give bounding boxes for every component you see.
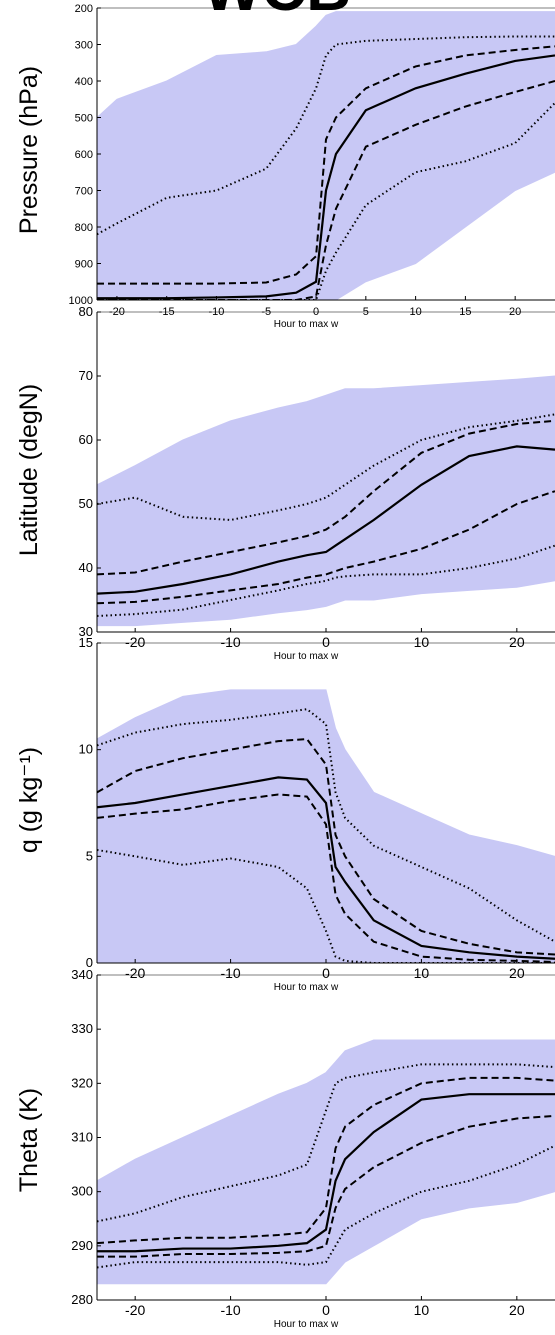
x-tick-label: 10 [414,634,430,650]
y-tick-label: 15 [79,635,93,650]
y-axis-label: Pressure (hPa) [15,66,43,234]
percentile-line [97,1144,555,1269]
y-tick-label: 5 [86,848,93,863]
y-tick-label: 290 [71,1238,93,1253]
trajectory-envelope [97,375,555,627]
y-tick-label: 900 [75,259,93,271]
trajectory-envelope [97,1039,555,1285]
panel: 0 5 10 15 -20 -10 0 10 20 Hour to max w q (g kg⁻¹) [15,635,555,993]
y-tick-label: 800 [75,222,93,234]
percentile-line [97,54,555,300]
panel: 30 40 50 60 70 80 -20 -10 0 10 20 Hour to max w Lati… [15,304,555,662]
plot-area [97,689,555,963]
percentile-line [97,776,555,960]
y-axis-label: Theta (K) [15,1088,43,1192]
y-tick-label: 1000 [69,295,93,307]
y-tick-label: 310 [71,1130,93,1145]
plot-area [97,375,555,627]
x-tick-label: 20 [509,634,525,650]
percentile-line [97,1114,555,1258]
y-tick-label: 280 [71,1292,93,1307]
percentile-line [97,102,555,300]
y-tick-label: 60 [79,432,93,447]
x-tick-label: -20 [125,634,145,650]
y-tick-label: 700 [75,186,93,198]
x-tick-label: 10 [414,1302,430,1318]
x-tick-label: 0 [322,965,330,981]
x-axis-label: Hour to max w [274,982,339,993]
y-tick-label: 70 [79,368,93,383]
x-tick-label: 0 [322,634,330,650]
percentile-line [97,490,555,605]
y-axis-label: Latitude (degN) [15,384,43,556]
plot-area [97,11,555,300]
y-tick-label: 400 [75,76,93,88]
y-tick-label: 330 [71,1021,93,1036]
percentile-line [97,1093,555,1253]
trajectory-envelope [97,11,555,300]
y-tick-label: 320 [71,1075,93,1090]
percentile-line [97,419,555,576]
y-tick-label: 300 [75,40,93,52]
y-tick-label: 340 [71,967,93,982]
y-tick-label: 40 [79,560,93,575]
y-tick-label: 300 [71,1184,93,1199]
x-tick-label: 0 [322,1302,330,1318]
x-tick-label: -20 [125,965,145,981]
y-tick-label: 200 [75,3,93,15]
x-tick-label: -10 [220,634,240,650]
y-tick-label: 0 [86,955,93,970]
y-tick-label: 600 [75,149,93,161]
percentile-line [97,793,555,963]
y-tick-label: 10 [79,742,93,757]
y-tick-label: 30 [79,624,93,639]
y-tick-label: 80 [79,304,93,319]
x-tick-label: 20 [509,965,525,981]
y-tick-label: 500 [75,113,93,125]
y-tick-label: 50 [79,496,93,511]
x-axis-label: Hour to max w [274,319,339,330]
x-axis-label: Hour to max w [274,651,339,662]
panel: 280 290 300 310 320 330 340 -20 -10 0 10 20 Hour to … [15,967,555,1330]
x-tick-label: 20 [509,1302,525,1318]
x-tick-label: -10 [220,965,240,981]
percentile-line [97,80,555,300]
x-tick-label: -20 [125,1302,145,1318]
x-axis-label: Hour to max w [274,1319,339,1330]
y-axis-label: q (g kg⁻¹) [15,747,43,853]
percentile-line [97,445,555,595]
plot-area [97,1039,555,1285]
percentile-line [97,45,555,285]
x-tick-label: 10 [414,965,430,981]
percentile-line [97,1076,555,1245]
percentile-line [97,737,555,956]
percentile-line [97,848,555,963]
percentile-line [97,1063,555,1223]
x-tick-label: -10 [220,1302,240,1318]
